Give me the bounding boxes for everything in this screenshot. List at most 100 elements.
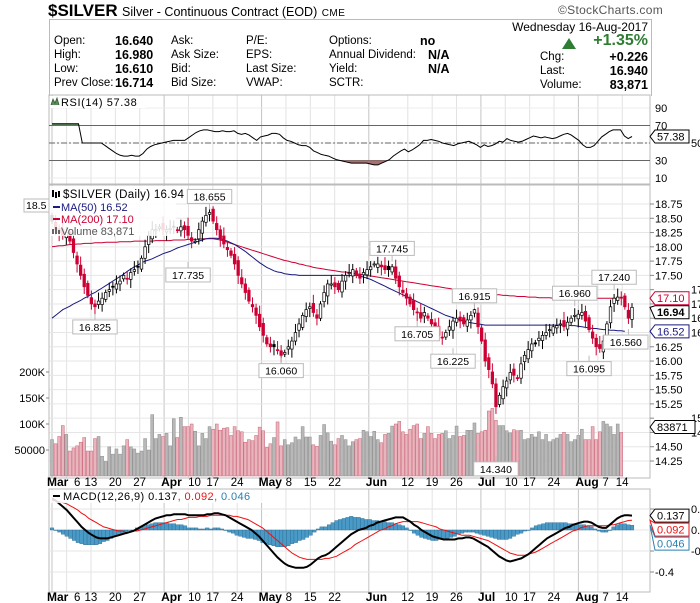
volume-bar — [333, 444, 337, 477]
volume-bar — [594, 439, 598, 477]
price-annotation: 16.060 — [258, 357, 304, 379]
candle-body — [272, 344, 276, 348]
candle-body — [182, 225, 187, 231]
volume-bar — [114, 448, 119, 477]
histogram-bar — [197, 528, 202, 531]
candle-body — [200, 220, 205, 234]
x-axis-label: Aug — [575, 590, 598, 603]
annotation-label: 17.735 — [172, 270, 204, 282]
histogram-bar — [297, 529, 302, 541]
candle-body — [322, 292, 326, 303]
candle-body — [458, 316, 462, 322]
candle-body — [279, 350, 283, 356]
candle-body — [372, 263, 376, 266]
candle-body — [587, 317, 591, 330]
candle-body — [580, 312, 584, 316]
candle-body — [175, 229, 179, 232]
histogram-bar — [622, 523, 627, 531]
annotation-label: 16.825 — [79, 322, 111, 334]
volume-bar — [426, 426, 430, 477]
candle-body — [415, 311, 419, 314]
candle-body — [193, 240, 197, 243]
price-annotations: 18.655 17.735 16.825 16.060 17.745 16.705 16.9… — [72, 188, 649, 477]
ma200-tag: 17.10 — [649, 291, 690, 305]
candle-body — [483, 339, 487, 362]
histogram-bar — [175, 524, 180, 531]
histogram-bar — [530, 527, 535, 531]
open-label: Open: — [54, 35, 86, 47]
volume-bar — [129, 446, 133, 477]
x-axis-label: Mar — [47, 475, 69, 489]
volume-bar — [551, 439, 555, 477]
quote-date: Wednesday 16-Aug-2017 — [512, 20, 648, 34]
candle-body — [465, 319, 469, 327]
x-axis-label: 27 — [133, 592, 146, 603]
macd-tick-label: -0.2 — [691, 546, 700, 558]
candle-body — [526, 349, 530, 360]
volume-bar — [311, 444, 316, 477]
volume-bar — [555, 437, 559, 477]
volume-bar — [351, 441, 355, 477]
candle-body — [512, 368, 516, 376]
volume-bar — [279, 445, 283, 477]
candle-body — [318, 303, 323, 319]
volume-bar — [93, 438, 97, 477]
candle-body — [365, 269, 369, 276]
x-axis-label: Apr — [161, 475, 182, 489]
histogram-bar — [97, 529, 103, 544]
macd-line — [51, 497, 633, 569]
histogram-bar — [282, 529, 287, 547]
x-axis-label: 26 — [450, 477, 463, 489]
chg-value: +0.226 — [609, 50, 648, 64]
volume-bar — [261, 430, 265, 477]
histogram-bar — [315, 528, 321, 531]
price-tick-label: 16.75 — [691, 313, 700, 325]
histogram-bar — [500, 529, 505, 540]
histogram-bar — [626, 524, 631, 531]
volume-bar — [368, 436, 373, 477]
volume-bar — [440, 433, 444, 477]
candle-body — [558, 323, 563, 326]
histogram-bar — [511, 529, 516, 537]
tag-value: 16.52 — [657, 326, 685, 338]
volume-bar — [121, 445, 126, 477]
volume-bar — [218, 429, 223, 477]
x-axis-label: 17 — [206, 477, 219, 489]
price-tick-label: 16.50 — [691, 328, 700, 340]
candle-body — [408, 296, 412, 305]
candle-icon — [52, 190, 60, 198]
price-title: $SILVER (Daily) 16.94 — [63, 189, 184, 201]
candle-body — [143, 246, 147, 259]
annotation-box — [566, 361, 612, 377]
histogram-bar — [79, 529, 84, 544]
up-arrow-icon — [562, 38, 576, 49]
x-axis-label: Aug — [575, 475, 598, 489]
x-axis-label: 7 — [602, 592, 608, 603]
candle-body — [451, 320, 455, 331]
price-tick-label: 18.75 — [655, 199, 683, 211]
pe-label: P/E: — [246, 35, 268, 47]
candle-body — [315, 314, 319, 319]
volume-legend: Volume 83,871 — [61, 226, 134, 238]
candle-body — [197, 229, 201, 240]
x-axis-label: Jun — [366, 475, 387, 489]
volume-value: 83,871 — [609, 78, 648, 92]
histogram-bar — [593, 528, 598, 531]
candle-body — [401, 289, 405, 293]
candle-body — [583, 311, 588, 322]
candle-body — [576, 313, 580, 320]
volume-bar — [193, 431, 197, 477]
volume-bar — [419, 438, 423, 477]
ma200-line — [51, 238, 618, 299]
histogram-bar — [304, 529, 309, 538]
volume-bar — [82, 437, 86, 477]
histogram-bar — [275, 529, 280, 547]
volume-bar — [204, 438, 208, 477]
sctr-label: SCTR: — [329, 77, 364, 89]
histogram-bar — [589, 526, 594, 531]
low-label: Low: — [54, 63, 79, 75]
histogram-bar — [57, 529, 62, 533]
x-axis-label: 10 — [188, 592, 201, 603]
candle-body — [390, 266, 394, 273]
histogram-bar — [496, 529, 502, 540]
